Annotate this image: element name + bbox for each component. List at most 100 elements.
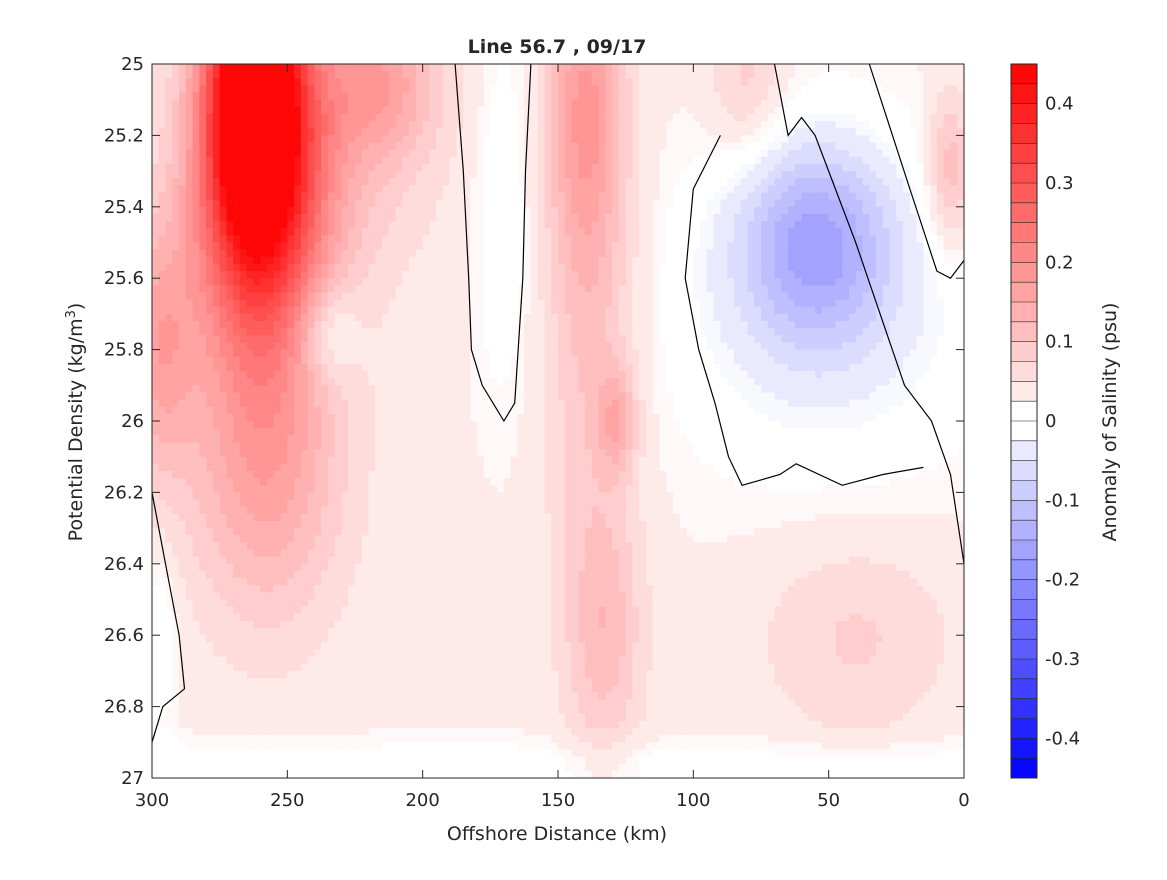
heatmap-cell	[192, 335, 200, 344]
heatmap-cell	[409, 670, 417, 679]
heatmap-cell	[300, 278, 309, 286]
heatmap-cell	[307, 742, 315, 751]
heatmap-cell	[476, 156, 485, 165]
heatmap-cell	[442, 578, 451, 586]
heatmap-cell	[395, 449, 403, 458]
heatmap-cell	[172, 635, 180, 643]
heatmap-cell	[300, 663, 309, 672]
heatmap-cell	[409, 371, 417, 379]
heatmap-cell	[260, 628, 268, 636]
heatmap-cell	[260, 620, 268, 629]
heatmap-cell	[152, 613, 160, 622]
heatmap-cell	[355, 442, 363, 451]
heatmap-cell	[388, 163, 397, 172]
heatmap-cell	[206, 563, 214, 572]
heatmap-cell	[280, 542, 288, 551]
heatmap-cell	[212, 178, 221, 186]
heatmap-cell	[476, 142, 485, 151]
heatmap-cell	[348, 249, 356, 258]
heatmap-cell	[206, 235, 214, 244]
heatmap-cell	[307, 113, 315, 122]
heatmap-cell	[375, 113, 383, 122]
heatmap-cell	[199, 485, 207, 493]
heatmap-cell	[334, 271, 343, 279]
heatmap-cell	[395, 749, 403, 758]
heatmap-cell	[456, 442, 464, 451]
heatmap-cell	[212, 421, 221, 429]
heatmap-cell	[361, 563, 370, 572]
heatmap-cell	[239, 770, 248, 779]
heatmap-cell	[226, 64, 234, 72]
heatmap-cell	[368, 599, 376, 608]
heatmap-cell	[158, 556, 167, 565]
heatmap-cell	[409, 249, 417, 258]
heatmap-cell	[341, 256, 349, 265]
heatmap-cell	[219, 292, 228, 301]
heatmap-cell	[185, 378, 194, 386]
heatmap-cell	[212, 321, 221, 329]
heatmap-cell	[402, 71, 410, 79]
heatmap-cell	[483, 563, 491, 572]
heatmap-cell	[429, 706, 437, 715]
heatmap-cell	[287, 335, 295, 344]
heatmap-cell	[334, 349, 343, 358]
heatmap-cell	[355, 506, 363, 515]
heatmap-cell	[172, 206, 180, 215]
heatmap-cell	[449, 206, 458, 215]
heatmap-cell	[409, 728, 417, 736]
heatmap-cell	[165, 163, 173, 172]
heatmap-cell	[233, 92, 241, 101]
heatmap-cell	[327, 263, 336, 272]
heatmap-cell	[422, 392, 431, 401]
heatmap-cell	[158, 64, 167, 72]
heatmap-cell	[152, 585, 160, 593]
heatmap-cell	[206, 620, 214, 629]
heatmap-cell	[422, 720, 431, 729]
heatmap-cell	[327, 121, 336, 129]
heatmap-cell	[361, 213, 370, 222]
heatmap-cell	[280, 306, 288, 315]
heatmap-cell	[152, 399, 160, 408]
heatmap-cell	[449, 64, 458, 72]
heatmap-cell	[388, 456, 397, 465]
heatmap-cell	[463, 456, 471, 465]
heatmap-cell	[388, 742, 397, 751]
heatmap-cell	[368, 421, 376, 429]
heatmap-cell	[212, 706, 221, 715]
heatmap-cell	[165, 563, 173, 572]
heatmap-cell	[307, 306, 315, 315]
heatmap-cell	[260, 499, 268, 508]
heatmap-cell	[476, 85, 485, 94]
heatmap-cell	[300, 678, 309, 686]
heatmap-cell	[152, 249, 160, 258]
heatmap-cell	[206, 535, 214, 543]
heatmap-cell	[267, 85, 275, 94]
heatmap-cell	[456, 213, 464, 222]
heatmap-cell	[267, 713, 275, 722]
heatmap-cell	[348, 478, 356, 486]
heatmap-cell	[415, 656, 424, 665]
heatmap-cell	[239, 506, 248, 515]
heatmap-cell	[179, 149, 187, 158]
heatmap-cell	[314, 106, 322, 115]
heatmap-cell	[470, 221, 478, 229]
heatmap-cell	[239, 592, 248, 601]
heatmap-cell	[158, 749, 167, 758]
heatmap-cell	[185, 442, 194, 451]
heatmap-cell	[246, 485, 255, 493]
heatmap-cell	[429, 306, 437, 315]
heatmap-cell	[253, 442, 261, 451]
heatmap-cell	[280, 606, 288, 615]
heatmap-cell	[429, 520, 437, 529]
heatmap-cell	[334, 556, 343, 565]
heatmap-cell	[300, 485, 309, 493]
heatmap-cell	[273, 592, 282, 601]
heatmap-cell	[463, 485, 471, 493]
heatmap-cell	[172, 492, 180, 501]
heatmap-cell	[375, 128, 383, 136]
heatmap-cell	[334, 156, 343, 165]
heatmap-cell	[199, 135, 207, 144]
heatmap-cell	[429, 649, 437, 658]
heatmap-cell	[415, 385, 424, 394]
heatmap-cell	[368, 128, 376, 136]
